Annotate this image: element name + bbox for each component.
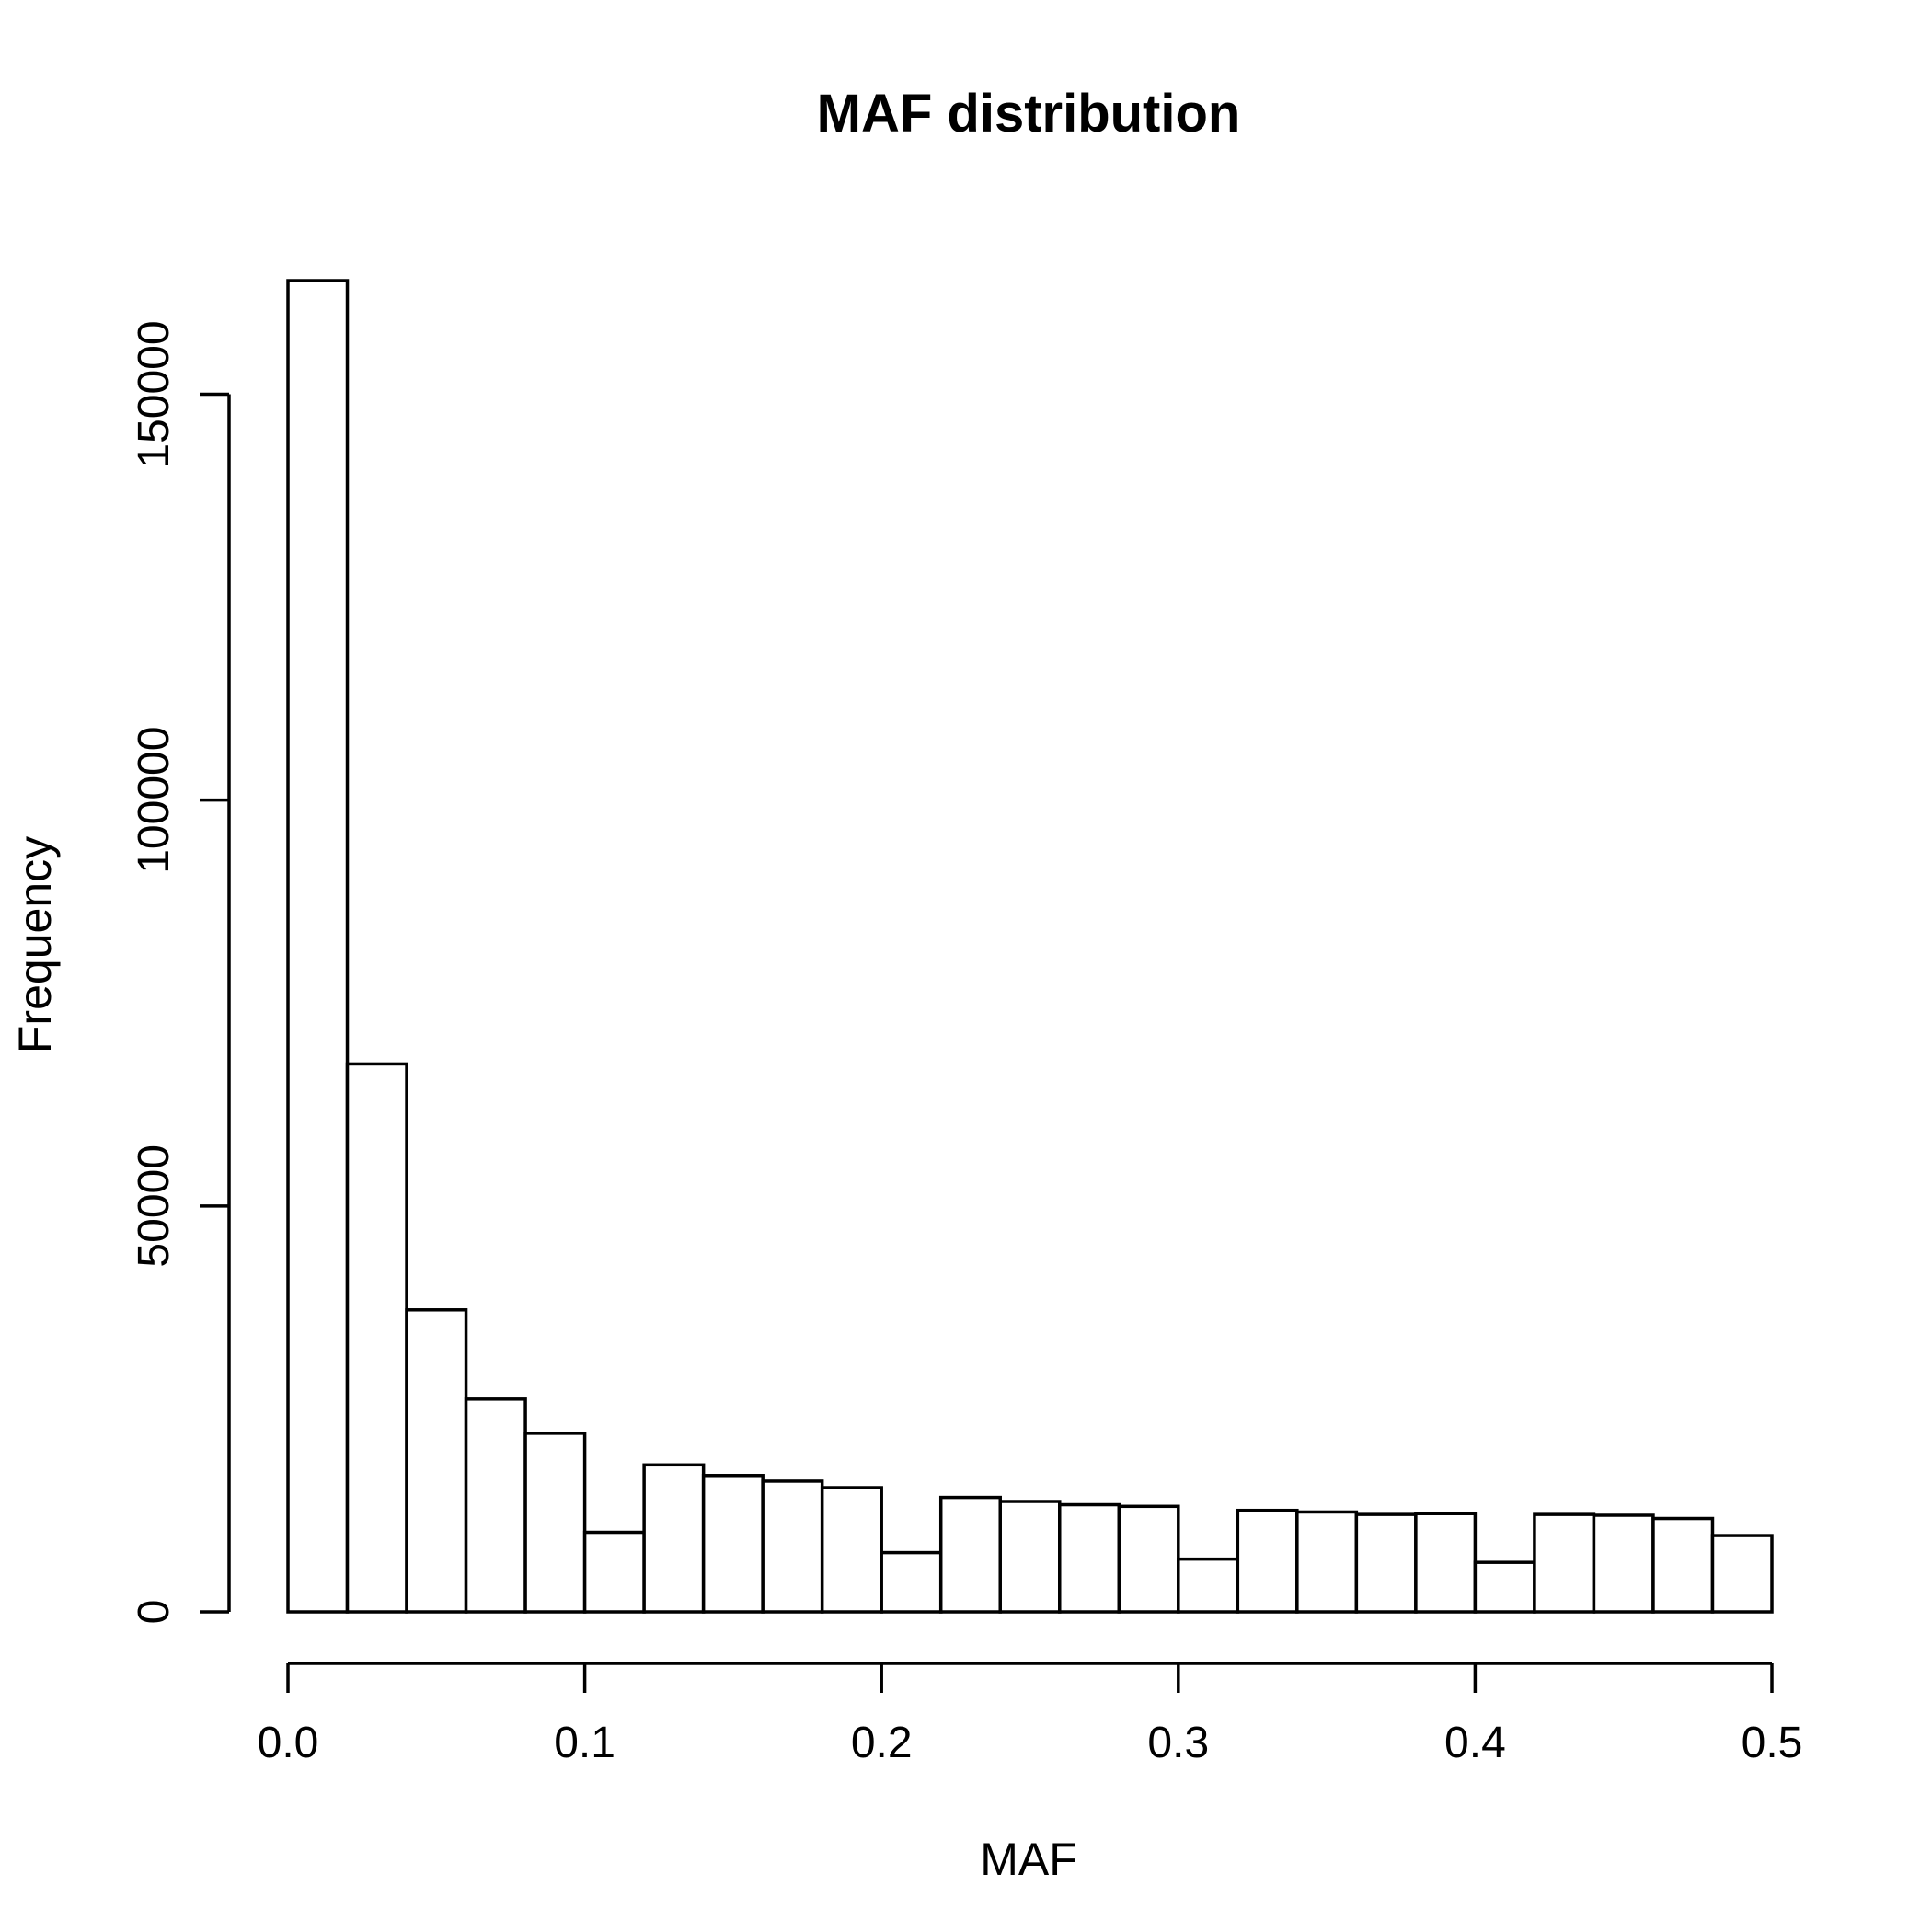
histogram-bar — [998, 1500, 1062, 1614]
histogram-bar — [523, 1432, 587, 1614]
histogram-bar — [1533, 1512, 1596, 1614]
histogram-bar — [1651, 1516, 1715, 1614]
histogram-bar — [1236, 1508, 1299, 1614]
histogram-bar — [938, 1495, 1002, 1614]
y-tick-label: 50000 — [130, 1144, 178, 1267]
histogram-bar — [464, 1397, 527, 1614]
x-axis-label: MAF — [980, 1834, 1077, 1885]
histogram-bar — [1592, 1513, 1655, 1614]
x-tick-label: 0.1 — [554, 1719, 615, 1767]
histogram-bar — [1710, 1534, 1774, 1614]
x-tick-label: 0.3 — [1147, 1719, 1209, 1767]
histogram-bar — [405, 1308, 468, 1614]
y-tick-label: 150000 — [130, 320, 178, 467]
histogram-bar — [1177, 1557, 1240, 1614]
y-axis: 0 50000 100000 150000 — [130, 320, 231, 1625]
y-tick-label: 0 — [130, 1600, 178, 1625]
histogram-bar — [701, 1474, 765, 1614]
y-tick-label: 100000 — [130, 727, 178, 874]
histogram-bar — [345, 1062, 408, 1614]
histogram-bar — [642, 1463, 706, 1614]
histogram-bar — [1117, 1504, 1180, 1614]
x-tick-label: 0.5 — [1742, 1719, 1803, 1767]
histogram-bar — [582, 1530, 646, 1614]
x-tick-label: 0.2 — [851, 1719, 913, 1767]
histogram-bar — [286, 279, 350, 1614]
histogram-bar — [820, 1486, 883, 1614]
y-axis-label: Frequency — [9, 836, 61, 1053]
histogram-bar — [1414, 1512, 1478, 1614]
histogram-bar — [1473, 1560, 1536, 1614]
chart-title: MAF distribution — [817, 84, 1241, 144]
histogram-bar — [1058, 1502, 1121, 1614]
histogram-bar — [761, 1479, 824, 1614]
bars-group — [286, 279, 1774, 1614]
histogram-bar — [880, 1550, 943, 1614]
histogram-bar — [1295, 1510, 1359, 1614]
histogram-bar — [1354, 1512, 1418, 1614]
x-axis: 0.0 0.1 0.2 0.3 0.4 0.5 — [258, 1662, 1803, 1767]
x-tick-label: 0.4 — [1444, 1719, 1506, 1767]
x-tick-label: 0.0 — [258, 1719, 319, 1767]
